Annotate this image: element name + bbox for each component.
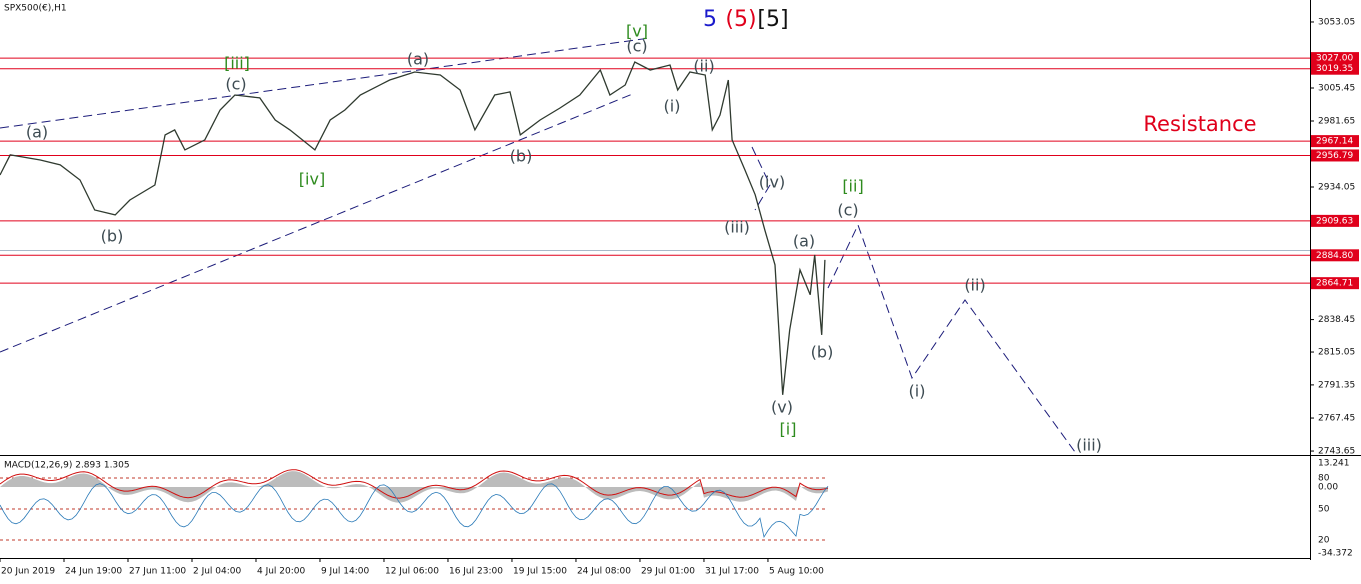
x-tick-label: 16 Jul 23:00: [449, 567, 503, 577]
x-tick-label: 19 Jul 15:00: [513, 567, 567, 577]
wave-label: (b): [510, 147, 533, 166]
wave-label: [iii]: [224, 54, 250, 73]
wave-degree-label: (5): [725, 7, 756, 32]
level-tag: [1311, 62, 1359, 75]
macd-tick-label: 50: [1318, 505, 1330, 515]
level-tag: [1311, 249, 1359, 262]
wave-label: (b): [101, 227, 124, 246]
x-tick-label: 9 Jul 14:00: [321, 567, 370, 577]
macd-tick-label: 13.241: [1318, 459, 1350, 469]
x-tick-label: 27 Jun 11:00: [129, 567, 186, 577]
wave-label: (a): [26, 123, 48, 142]
wave-label: [v]: [626, 22, 648, 41]
wave-label: (ii): [964, 276, 985, 295]
chart-title: SPX500(€),H1: [4, 4, 67, 14]
x-tick-label: 4 Jul 20:00: [257, 567, 306, 577]
macd-tick-label: 80: [1318, 474, 1330, 484]
price-line: [0, 61, 826, 395]
x-tick-label: 2 Jul 04:00: [193, 567, 242, 577]
macd-tick-label: 0.00: [1318, 483, 1338, 493]
x-tick-label: 29 Jul 01:00: [641, 567, 695, 577]
y-tick-label: 2981.65: [1318, 116, 1355, 126]
level-label: 3027.00: [1316, 54, 1353, 64]
y-tick-label: 3053.05: [1318, 17, 1355, 27]
level-label: 3019.35: [1316, 64, 1353, 74]
macd-tick-label: 20: [1318, 536, 1330, 546]
wave-label: (v): [771, 398, 793, 417]
level-label: 2967.14: [1316, 137, 1353, 147]
level-tag: [1311, 214, 1359, 227]
level-label: 2956.79: [1316, 151, 1353, 161]
wave-label: (iii): [1076, 436, 1102, 455]
x-tick-label: 24 Jun 19:00: [65, 567, 122, 577]
macd-tick-label: -34.372: [1318, 549, 1353, 559]
wave-label: (i): [664, 97, 681, 116]
x-tick-label: 31 Jul 17:00: [705, 567, 759, 577]
y-tick-label: 3005.45: [1318, 83, 1355, 93]
level-tag: [1311, 149, 1359, 162]
wave-iv-path: [751, 146, 771, 211]
level-label: 2864.71: [1316, 279, 1353, 289]
wave-label: (b): [811, 343, 834, 362]
y-tick-label: 2815.05: [1318, 348, 1355, 358]
resistance-label: Resistance: [1143, 112, 1256, 136]
y-tick-label: 2767.45: [1318, 414, 1355, 424]
wave-label: (a): [407, 50, 429, 69]
macd-signal: [0, 469, 829, 499]
macd-label: MACD(12,26,9) 2.893 1.305: [4, 461, 130, 471]
x-tick-label: 24 Jul 08:00: [577, 567, 631, 577]
level-tag: [1311, 135, 1359, 148]
wave-label: (ii): [693, 57, 714, 76]
level-label: 2884.80: [1316, 251, 1353, 261]
wave-label: (a): [793, 232, 815, 251]
wave-label: (i): [909, 382, 926, 401]
level-tag: [1311, 277, 1359, 290]
channel-lines: [0, 37, 1076, 453]
projection-path: [827, 223, 1076, 453]
wave-degree-label: 5: [703, 7, 717, 32]
wave-label: [iv]: [299, 170, 325, 189]
wave-label: [ii]: [842, 177, 863, 196]
wave-label: (iv): [759, 173, 785, 192]
x-tick-label: 5 Aug 10:00: [769, 567, 824, 577]
macd-histogram: [0, 471, 828, 503]
upper-channel: [0, 37, 651, 129]
x-tick-label: 12 Jul 06:00: [385, 567, 439, 577]
macd-indicator: [0, 469, 829, 541]
x-tick-label: 20 Jun 2019: [1, 567, 55, 577]
stochastic-line: [0, 483, 829, 538]
y-tick-label: 2838.45: [1318, 315, 1355, 325]
wave-label: (c): [225, 75, 246, 94]
wave-label: (iii): [724, 218, 750, 237]
level-tag: [1311, 52, 1359, 65]
wave-label: (c): [837, 201, 858, 220]
lower-channel: [0, 92, 636, 353]
wave-degree-label: [5]: [757, 7, 788, 32]
wave-label: (c): [626, 37, 647, 56]
y-tick-label: 2743.65: [1318, 447, 1355, 457]
y-tick-label: 2791.35: [1318, 380, 1355, 390]
wave-label: [i]: [780, 420, 797, 439]
level-label: 2909.63: [1316, 216, 1353, 226]
y-tick-label: 2934.05: [1318, 183, 1355, 193]
